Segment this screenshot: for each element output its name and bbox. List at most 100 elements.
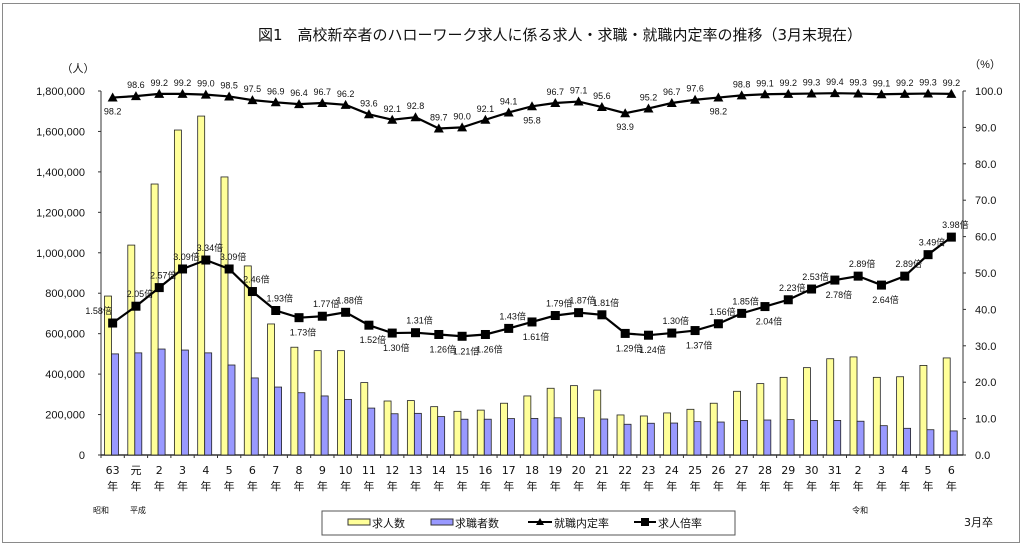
label-employment-rate: 97.1 (570, 86, 588, 96)
label-opening-ratio: 1.79倍 (546, 298, 573, 309)
x-tick-label: 11 (362, 464, 376, 477)
label-opening-ratio: 3.34倍 (197, 242, 224, 253)
x-tick-label: 63 (106, 464, 120, 477)
label-employment-rate: 99.3 (919, 78, 937, 88)
point-opening-ratio (830, 275, 840, 285)
x-tick-suffix: 年 (200, 479, 211, 493)
point-opening-ratio (527, 317, 537, 327)
point-opening-ratio (946, 232, 956, 242)
bar-openings (150, 183, 159, 456)
bar-openings (360, 382, 369, 456)
point-opening-ratio (620, 328, 630, 338)
x-tick-suffix: 年 (783, 479, 794, 493)
label-employment-rate: 92.1 (383, 104, 401, 114)
legend-label-rate: 就職内定率 (554, 516, 609, 530)
point-employment-rate (107, 92, 118, 102)
x-tick-label: 4 (202, 464, 209, 477)
bar-seekers (507, 418, 515, 456)
point-employment-rate (946, 88, 957, 98)
label-opening-ratio: 1.88倍 (336, 294, 363, 305)
point-employment-rate (480, 114, 491, 124)
x-tick-suffix: 年 (270, 479, 281, 493)
bar-openings (290, 346, 299, 456)
point-opening-ratio (364, 320, 374, 330)
x-tick-label: 29 (781, 464, 795, 477)
label-employment-rate: 98.2 (710, 107, 728, 117)
point-opening-ratio (783, 295, 793, 305)
right-tick-label: 70.0 (975, 195, 996, 207)
triangle-marker-icon (536, 518, 544, 525)
x-tick-suffix: 年 (853, 479, 864, 493)
label-opening-ratio: 1.24倍 (639, 344, 666, 355)
x-tick-suffix: 年 (154, 479, 165, 493)
bar-openings (476, 409, 485, 456)
point-employment-rate (596, 102, 607, 112)
bar-seekers (833, 420, 842, 456)
point-employment-rate (177, 88, 188, 98)
x-tick-suffix: 年 (690, 479, 701, 493)
x-tick-suffix: 年 (666, 479, 677, 493)
bar-openings (267, 323, 275, 456)
label-opening-ratio: 3.09倍 (173, 251, 200, 262)
point-opening-ratio (178, 264, 188, 274)
bar-openings (639, 415, 648, 456)
point-opening-ratio (807, 284, 817, 294)
bar-openings (173, 129, 182, 456)
x-tick-label: 10 (339, 464, 353, 477)
bars (104, 115, 958, 456)
point-employment-rate (270, 97, 281, 107)
point-opening-ratio (900, 271, 910, 281)
label-opening-ratio: 1.73倍 (290, 327, 317, 338)
bar-seekers (623, 423, 632, 456)
right-tick-label: 10.0 (975, 414, 996, 426)
bar-seekers (227, 364, 236, 456)
x-tick-suffix: 年 (317, 479, 328, 493)
point-opening-ratio (853, 271, 863, 281)
point-opening-ratio (690, 326, 700, 336)
label-opening-ratio: 1.61倍 (523, 331, 550, 342)
point-employment-rate (829, 88, 840, 98)
point-opening-ratio (387, 328, 397, 338)
x-tick-suffix: 年 (643, 479, 654, 493)
bar-seekers (856, 420, 865, 456)
bar-seekers (949, 430, 958, 456)
bar-seekers (250, 377, 259, 456)
x-tick-label: 元 (130, 464, 141, 477)
x-tick-suffix: 年 (596, 479, 607, 493)
bar-openings (896, 376, 905, 456)
point-employment-rate (503, 107, 514, 117)
legend-label-openings: 求人数 (372, 517, 405, 530)
point-opening-ratio (760, 302, 770, 312)
x-tick-label: 6 (948, 464, 955, 477)
label-opening-ratio: 1.93倍 (266, 293, 293, 304)
x-tick-label: 20 (572, 464, 586, 477)
point-employment-rate (387, 114, 398, 124)
bar-seekers (460, 418, 469, 456)
label-opening-ratio: 1.30倍 (663, 315, 690, 326)
point-employment-rate (224, 91, 235, 101)
point-employment-rate (573, 96, 584, 106)
point-opening-ratio (247, 287, 257, 297)
label-opening-ratio: 2.78倍 (826, 289, 853, 300)
point-opening-ratio (154, 283, 164, 293)
label-employment-rate: 93.6 (360, 98, 378, 108)
point-opening-ratio (108, 318, 118, 328)
point-opening-ratio (480, 329, 490, 339)
x-tick-label: 19 (548, 464, 562, 477)
bar-seekers (390, 413, 399, 456)
bar-seekers (553, 417, 562, 456)
x-tick-label: 26 (711, 464, 725, 477)
x-tick-label: 24 (665, 464, 679, 477)
point-employment-rate (736, 90, 747, 100)
x-tick-label: 21 (595, 464, 609, 477)
x-tick-label: 17 (502, 464, 516, 477)
bar-openings (383, 400, 392, 456)
x-tick-suffix: 年 (457, 479, 468, 493)
x-tick-suffix: 年 (177, 479, 188, 493)
right-axis-unit: （%） (969, 58, 1001, 71)
label-employment-rate: 99.2 (150, 78, 168, 88)
left-tick-label: 1,000,000 (36, 248, 85, 260)
bar-openings (243, 265, 252, 456)
x-tick-suffix: 年 (480, 479, 491, 493)
label-opening-ratio: 2.04倍 (756, 316, 783, 327)
